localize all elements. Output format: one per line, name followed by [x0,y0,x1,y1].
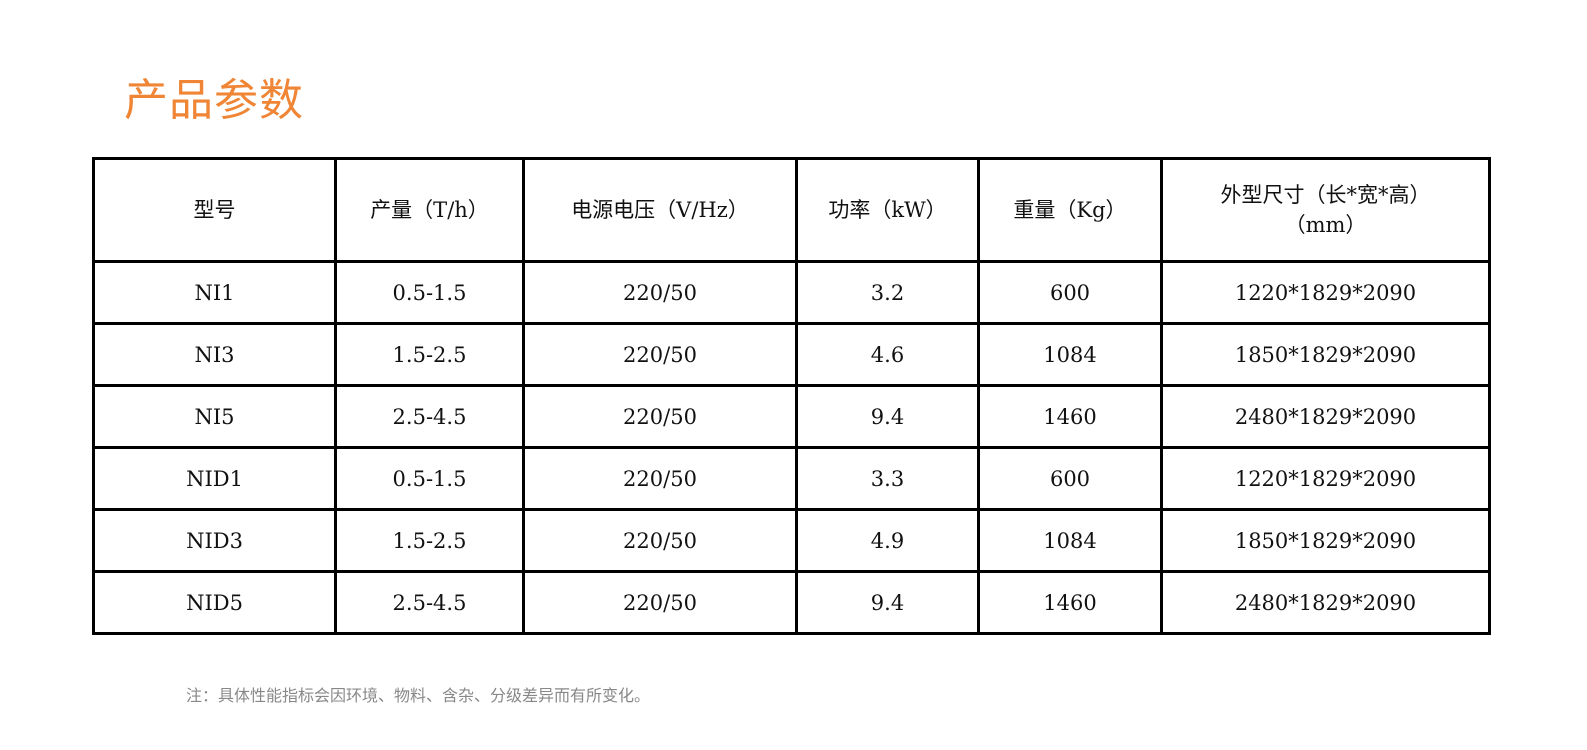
table-row: NI3 1.5-2.5 220/50 4.6 1084 1850*1829*2090 [92,322,1491,387]
table-cell: 2480*1829*2090 [1160,570,1491,635]
table-cell: 1850*1829*2090 [1160,322,1491,387]
table-cell: 3.2 [795,260,980,325]
table-cell: NI3 [92,322,337,387]
table-cell: 1850*1829*2090 [1160,508,1491,573]
table-cell: 4.9 [795,508,980,573]
table-cell: 9.4 [795,384,980,449]
header-cell: 外型尺寸（长*宽*高）（mm） [1160,157,1491,263]
table-cell: 1220*1829*2090 [1160,260,1491,325]
table-cell: NID3 [92,508,337,573]
table-cell: 1460 [977,570,1163,635]
header-cell: 产量（T/h） [334,157,525,263]
table-row: NID5 2.5-4.5 220/50 9.4 1460 2480*1829*2090 [92,570,1491,635]
table-cell: 220/50 [522,570,798,635]
table-cell: 220/50 [522,260,798,325]
table-cell: NID5 [92,570,337,635]
table-cell: 220/50 [522,508,798,573]
table-cell: 1220*1829*2090 [1160,446,1491,511]
table-cell: 1084 [977,322,1163,387]
table-cell: 0.5-1.5 [334,260,525,325]
header-cell: 电源电压（V/Hz） [522,157,798,263]
table-cell: 1.5-2.5 [334,508,525,573]
header-cell: 重量（Kg） [977,157,1163,263]
table-cell: 220/50 [522,384,798,449]
table-cell: 1460 [977,384,1163,449]
table-cell: 1084 [977,508,1163,573]
table-cell: 2.5-4.5 [334,570,525,635]
table-cell: 600 [977,260,1163,325]
footnote: 注：具体性能指标会因环境、物料、含杂、分级差异而有所变化。 [186,686,651,705]
table-cell: 0.5-1.5 [334,446,525,511]
table-cell: NI1 [92,260,337,325]
table-cell: 1.5-2.5 [334,322,525,387]
table-cell: NID1 [92,446,337,511]
header-row: 型号 产量（T/h） 电源电压（V/Hz） 功率（kW） 重量（Kg） 外型尺寸… [92,157,1491,263]
table-cell: 2.5-4.5 [334,384,525,449]
header-cell: 型号 [92,157,337,263]
table-cell: NI5 [92,384,337,449]
page-title: 产品参数 [124,75,304,126]
header-cell: 功率（kW） [795,157,980,263]
table-cell: 2480*1829*2090 [1160,384,1491,449]
table-row: NID1 0.5-1.5 220/50 3.3 600 1220*1829*2090 [92,446,1491,511]
table-row: NI5 2.5-4.5 220/50 9.4 1460 2480*1829*2090 [92,384,1491,449]
table-row: NID3 1.5-2.5 220/50 4.9 1084 1850*1829*2090 [92,508,1491,573]
table-cell: 9.4 [795,570,980,635]
table-cell: 600 [977,446,1163,511]
table-cell: 220/50 [522,446,798,511]
table-cell: 220/50 [522,322,798,387]
spec-table: 型号 产量（T/h） 电源电压（V/Hz） 功率（kW） 重量（Kg） 外型尺寸… [92,157,1491,635]
table-cell: 4.6 [795,322,980,387]
table-row: NI1 0.5-1.5 220/50 3.2 600 1220*1829*2090 [92,260,1491,325]
table-cell: 3.3 [795,446,980,511]
